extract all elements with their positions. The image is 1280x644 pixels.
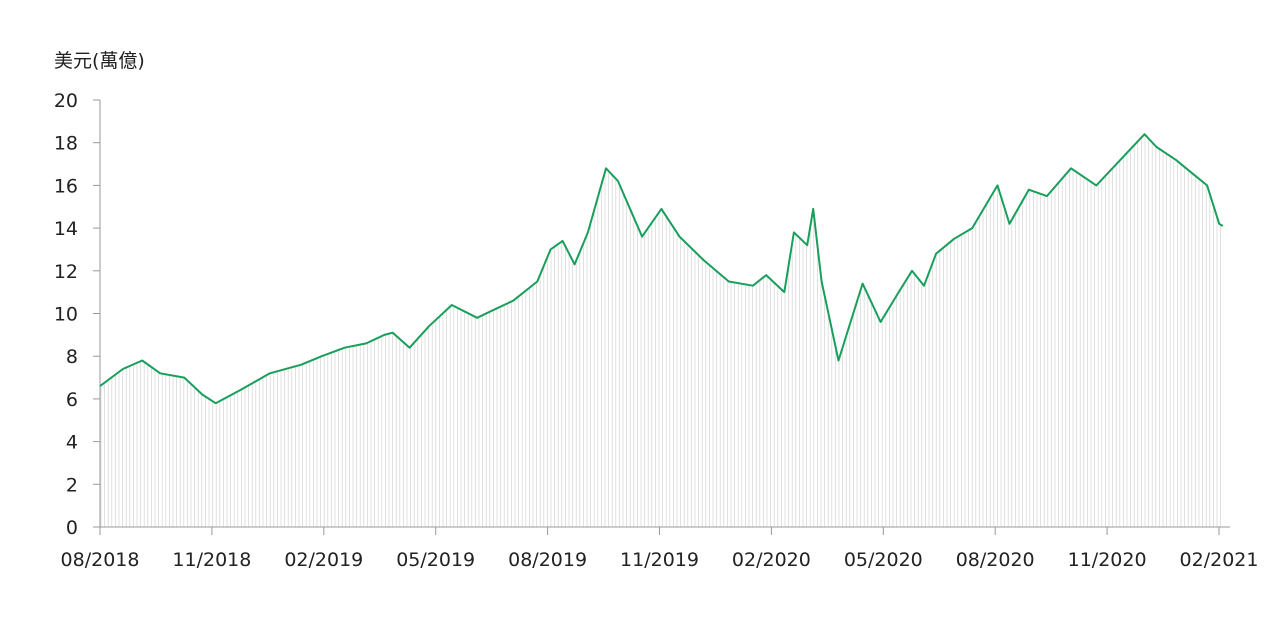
x-tick-label: 02/2020 — [732, 549, 811, 571]
x-tick-label: 02/2021 — [1180, 549, 1259, 571]
x-tick-label: 11/2018 — [172, 549, 251, 571]
y-tick-label: 2 — [66, 474, 78, 496]
y-tick-label: 10 — [54, 304, 78, 326]
y-tick-label: 16 — [54, 175, 78, 197]
y-tick-label: 12 — [54, 261, 78, 283]
x-tick-label: 11/2019 — [620, 549, 699, 571]
x-tick-label: 02/2019 — [284, 549, 363, 571]
area-fill-layer — [100, 134, 1221, 527]
x-tick-label: 11/2020 — [1068, 549, 1147, 571]
y-tick-labels: 0 2 4 6 8 10 12 14 16 18 20 — [54, 90, 78, 539]
y-tick-label: 6 — [66, 389, 78, 411]
y-tick-label: 0 — [66, 517, 78, 539]
y-tick-label: 20 — [54, 90, 78, 112]
axes — [93, 99, 1230, 535]
x-tick-labels: 08/2018 11/2018 02/2019 05/2019 08/2019 11/20… — [61, 549, 1259, 571]
x-tick-label: 08/2019 — [508, 549, 587, 571]
x-tick-label: 05/2019 — [396, 549, 475, 571]
x-tick-label: 08/2018 — [61, 549, 140, 571]
y-tick-label: 4 — [66, 432, 78, 454]
x-tick-label: 08/2020 — [956, 549, 1035, 571]
line-layer — [99, 133, 1224, 405]
y-axis-label: 美元(萬億) — [54, 50, 145, 72]
series-line — [99, 133, 1224, 405]
y-tick-label: 8 — [66, 346, 78, 368]
x-tick-label: 05/2020 — [844, 549, 923, 571]
y-tick-label: 14 — [54, 218, 78, 240]
y-tick-label: 18 — [54, 133, 78, 155]
